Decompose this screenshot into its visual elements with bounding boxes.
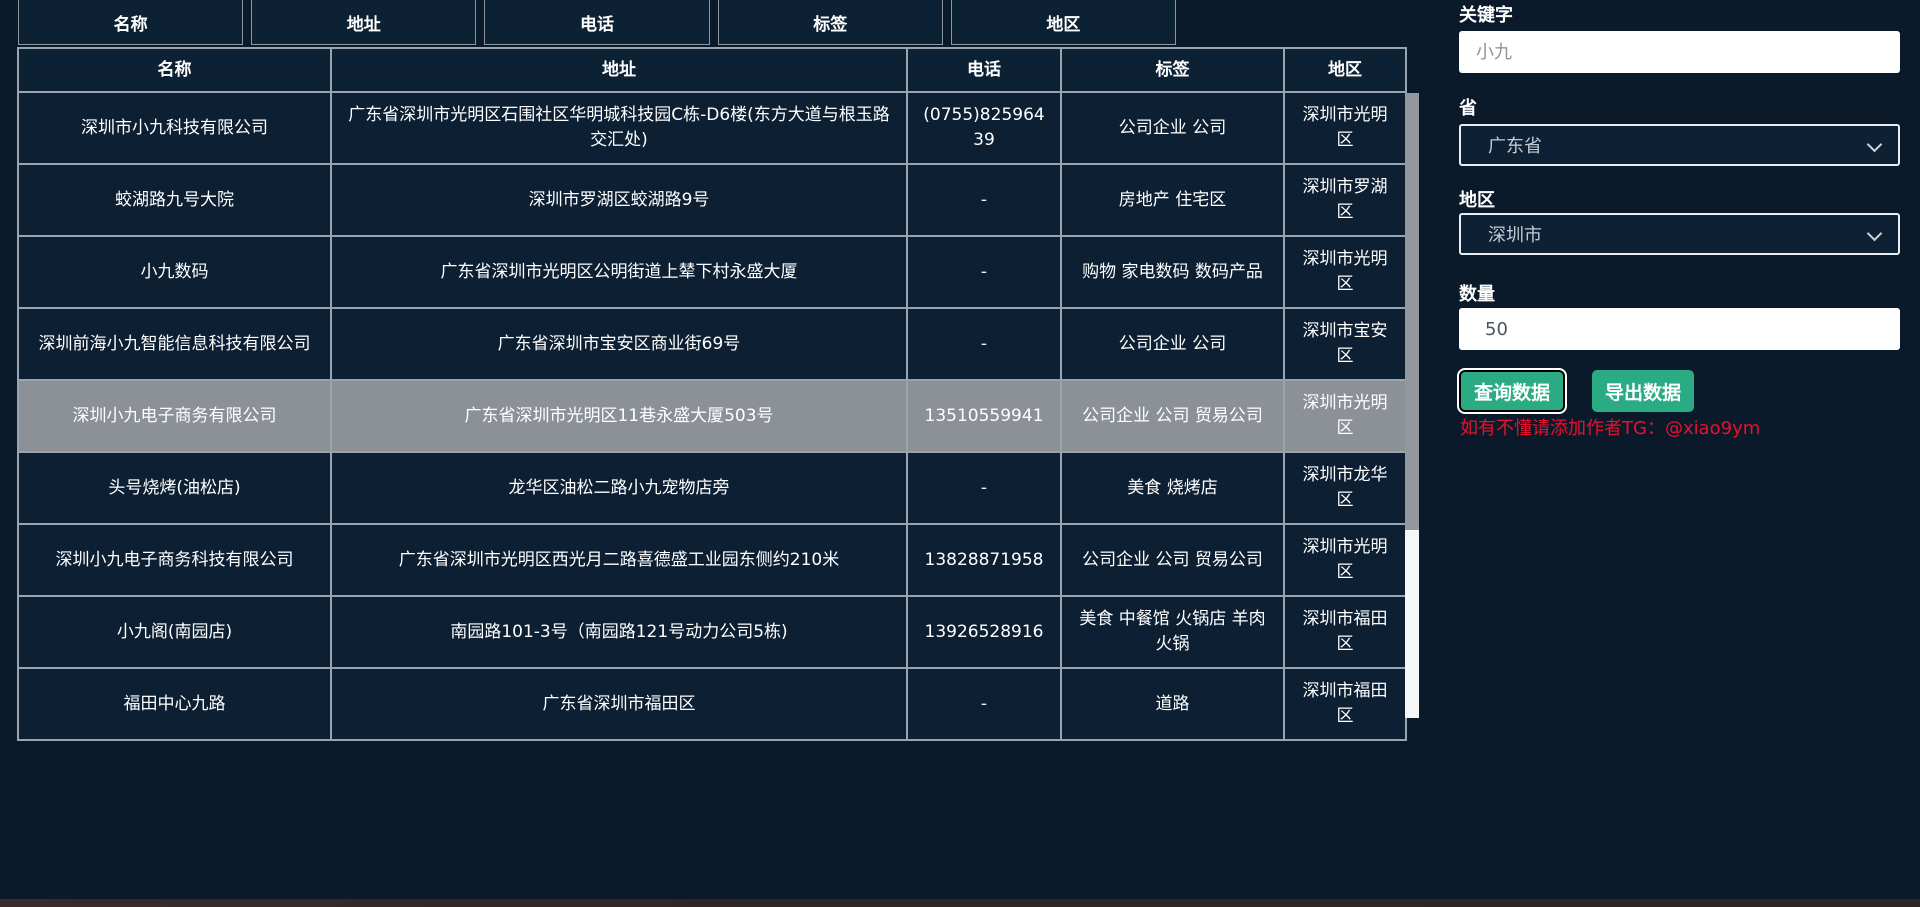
cell-region: 深圳市罗湖区 bbox=[1283, 163, 1407, 237]
cell-address: 广东省深圳市宝安区商业街69号 bbox=[330, 307, 908, 381]
cell-address: 深圳市罗湖区蛟湖路9号 bbox=[330, 163, 908, 237]
cell-phone: - bbox=[906, 451, 1062, 525]
cell-tags: 美食 中餐馆 火锅店 羊肉火锅 bbox=[1060, 595, 1285, 669]
region-label: 地区 bbox=[1459, 190, 1495, 211]
cell-address: 广东省深圳市光明区西光月二路喜德盛工业园东侧约210米 bbox=[330, 523, 908, 597]
cell-name: 深圳前海小九智能信息科技有限公司 bbox=[17, 307, 332, 381]
province-label: 省 bbox=[1459, 98, 1477, 119]
table-sticky-header: 名称 地址 电话 标签 地区 bbox=[18, 0, 1177, 45]
cell-name: 福田中心九路 bbox=[17, 667, 332, 741]
table-row[interactable]: 福田中心九路 广东省深圳市福田区 - 道路 深圳市福田区 bbox=[17, 667, 1407, 741]
table-row[interactable]: 深圳前海小九智能信息科技有限公司 广东省深圳市宝安区商业街69号 - 公司企业 公司深… bbox=[17, 307, 1407, 381]
cell-phone: 13828871958 bbox=[906, 523, 1062, 597]
bottom-scrollbar[interactable] bbox=[0, 899, 1920, 907]
cell-name: 蛟湖路九号大院 bbox=[17, 163, 332, 237]
cell-phone: - bbox=[906, 307, 1062, 381]
results-table-body: 深圳市小九科技有限公司 广东省深圳市光明区石围社区华明城科技园C栋-D6楼(东方大… bbox=[17, 91, 1407, 741]
table-row[interactable]: 蛟湖路九号大院 深圳市罗湖区蛟湖路9号 - 房地产 住宅区 深圳市罗湖区 bbox=[17, 163, 1407, 237]
cell-phone: - bbox=[906, 235, 1062, 309]
table-row[interactable]: 头号烧烤(油松店) 龙华区油松二路小九宠物店旁 - 美食 烧烤店 深圳市龙华区 bbox=[17, 451, 1407, 525]
cell-tags: 公司企业 公司 贸易公司 bbox=[1060, 379, 1285, 453]
column-header-region: 地区 bbox=[1283, 47, 1407, 93]
cell-phone: 13926528916 bbox=[906, 595, 1062, 669]
cell-region: 深圳市光明区 bbox=[1283, 523, 1407, 597]
column-header-phone: 电话 bbox=[906, 47, 1062, 93]
column-header-name: 名称 bbox=[17, 47, 332, 93]
chevron-down-icon bbox=[1866, 136, 1883, 153]
export-data-button[interactable]: 导出数据 bbox=[1592, 370, 1695, 412]
cell-region: 深圳市光明区 bbox=[1283, 235, 1407, 309]
search-sidebar: 关键字 省 广东省 地区 深圳市 数量 查询数据 导出数据 如有不懂请添加作者T… bbox=[1459, 0, 1900, 907]
region-select-value: 深圳市 bbox=[1488, 225, 1542, 246]
cell-tags: 美食 烧烤店 bbox=[1060, 451, 1285, 525]
cell-region: 深圳市龙华区 bbox=[1283, 451, 1407, 525]
cell-address: 龙华区油松二路小九宠物店旁 bbox=[330, 451, 908, 525]
cell-tags: 公司企业 公司 bbox=[1060, 307, 1285, 381]
table-row[interactable]: 深圳市小九科技有限公司 广东省深圳市光明区石围社区华明城科技园C栋-D6楼(东方大… bbox=[17, 91, 1407, 165]
chevron-down-icon bbox=[1866, 225, 1883, 242]
cell-name: 深圳小九电子商务科技有限公司 bbox=[17, 523, 332, 597]
top-header-name: 名称 bbox=[18, 0, 244, 45]
province-select[interactable]: 广东省 bbox=[1459, 124, 1900, 166]
region-select[interactable]: 深圳市 bbox=[1459, 213, 1900, 255]
cell-phone: 13510559941 bbox=[906, 379, 1062, 453]
cell-tags: 道路 bbox=[1060, 667, 1285, 741]
cell-name: 头号烧烤(油松店) bbox=[17, 451, 332, 525]
top-header-tags: 标签 bbox=[717, 0, 943, 45]
cell-name: 深圳市小九科技有限公司 bbox=[17, 91, 332, 165]
keyword-input[interactable] bbox=[1459, 31, 1900, 73]
header-row: 名称 地址 电话 标签 地区 bbox=[17, 47, 1407, 93]
top-header-region: 地区 bbox=[950, 0, 1177, 45]
cell-address: 广东省深圳市光明区石围社区华明城科技园C栋-D6楼(东方大道与根玉路交汇处) bbox=[330, 91, 908, 165]
scrollbar-thumb[interactable] bbox=[1405, 93, 1419, 530]
cell-phone: - bbox=[906, 667, 1062, 741]
cell-region: 深圳市宝安区 bbox=[1283, 307, 1407, 381]
cell-name: 深圳小九电子商务有限公司 bbox=[17, 379, 332, 453]
cell-region: 深圳市光明区 bbox=[1283, 379, 1407, 453]
quantity-input[interactable] bbox=[1459, 308, 1900, 350]
cell-tags: 公司企业 公司 bbox=[1060, 91, 1285, 165]
table-row[interactable]: 小九数码 广东省深圳市光明区公明街道上辇下村永盛大厦 - 购物 家电数码 数码产品 深圳… bbox=[17, 235, 1407, 309]
vertical-scrollbar[interactable] bbox=[1405, 93, 1419, 718]
table-row[interactable]: 深圳小九电子商务有限公司 广东省深圳市光明区11巷永盛大厦503号 13510559… bbox=[17, 379, 1407, 453]
table-row[interactable]: 小九阁(南园店) 南园路101-3号（南园路121号动力公司5栋) 13926528… bbox=[17, 595, 1407, 669]
keyword-label: 关键字 bbox=[1459, 5, 1513, 26]
cell-address: 广东省深圳市光明区公明街道上辇下村永盛大厦 bbox=[330, 235, 908, 309]
cell-tags: 房地产 住宅区 bbox=[1060, 163, 1285, 237]
results-table-header: 名称 地址 电话 标签 地区 bbox=[17, 47, 1407, 93]
top-header-address: 地址 bbox=[251, 0, 477, 45]
contact-notice: 如有不懂请添加作者TG：@xiao9ym bbox=[1460, 418, 1761, 439]
cell-address: 南园路101-3号（南园路121号动力公司5栋) bbox=[330, 595, 908, 669]
query-data-button[interactable]: 查询数据 bbox=[1459, 370, 1566, 412]
cell-address: 广东省深圳市光明区11巷永盛大厦503号 bbox=[330, 379, 908, 453]
results-table: 名称 地址 电话 标签 地区 深圳市小九科技有限公司 广东省深圳市光明区石围社区华明城科技… bbox=[17, 47, 1407, 741]
cell-name: 小九数码 bbox=[17, 235, 332, 309]
cell-tags: 购物 家电数码 数码产品 bbox=[1060, 235, 1285, 309]
quantity-label: 数量 bbox=[1459, 284, 1495, 305]
cell-tags: 公司企业 公司 贸易公司 bbox=[1060, 523, 1285, 597]
cell-address: 广东省深圳市福田区 bbox=[330, 667, 908, 741]
cell-region: 深圳市福田区 bbox=[1283, 667, 1407, 741]
cell-name: 小九阁(南园店) bbox=[17, 595, 332, 669]
cell-phone: - bbox=[906, 163, 1062, 237]
top-header-phone: 电话 bbox=[484, 0, 710, 45]
cell-region: 深圳市光明区 bbox=[1283, 91, 1407, 165]
column-header-tags: 标签 bbox=[1060, 47, 1285, 93]
column-header-address: 地址 bbox=[330, 47, 908, 93]
cell-region: 深圳市福田区 bbox=[1283, 595, 1407, 669]
province-select-value: 广东省 bbox=[1488, 136, 1542, 157]
cell-phone: (0755)82596439 bbox=[906, 91, 1062, 165]
table-row[interactable]: 深圳小九电子商务科技有限公司 广东省深圳市光明区西光月二路喜德盛工业园东侧约210… bbox=[17, 523, 1407, 597]
